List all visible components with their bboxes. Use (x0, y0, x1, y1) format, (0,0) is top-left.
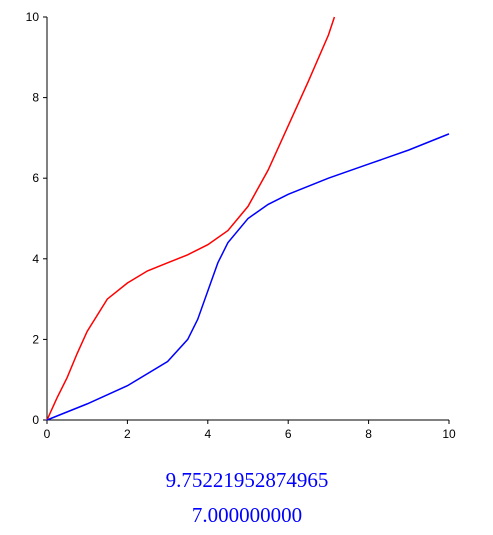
x-tick-label: 8 (365, 427, 372, 441)
curve (46, 16, 336, 421)
x-tick-label: 4 (204, 427, 211, 441)
y-tick-label: 0 (32, 413, 39, 427)
y-tick-label: 6 (32, 171, 39, 185)
x-tick-label: 0 (44, 427, 51, 441)
axes: 0 2 4 6 8 10 0 2 4 6 8 10 (26, 10, 456, 441)
y-tick-label: 2 (32, 332, 39, 346)
x-tick-label: 2 (124, 427, 131, 441)
y-tick-label: 8 (32, 91, 39, 105)
y-tick-label: 10 (26, 10, 40, 24)
curves (46, 16, 450, 421)
curve (46, 133, 450, 421)
y-tick-label: 4 (32, 252, 39, 266)
output-1: 9.75221952874965 (166, 468, 329, 492)
output-2: 7.000000000 (192, 503, 302, 527)
x-tick-label: 10 (442, 427, 456, 441)
x-tick-label: 6 (285, 427, 292, 441)
